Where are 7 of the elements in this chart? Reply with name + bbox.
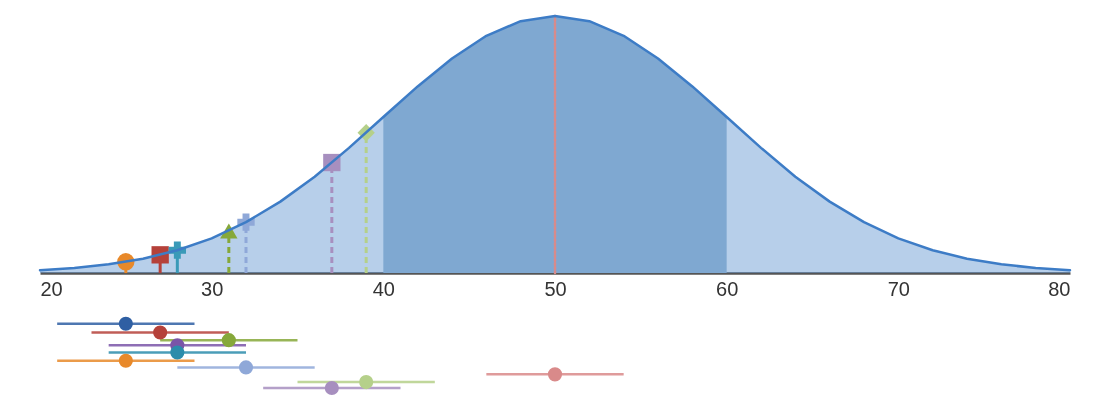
x-tick-label: 40	[372, 277, 395, 300]
x-tick-label: 30	[201, 277, 224, 300]
x-tick-label: 60	[716, 277, 739, 300]
x-tick-label: 20	[40, 277, 63, 300]
x-tick-label: 80	[1048, 277, 1071, 300]
x-tick-label: 70	[887, 277, 910, 300]
x-tick-label: 50	[544, 277, 567, 300]
